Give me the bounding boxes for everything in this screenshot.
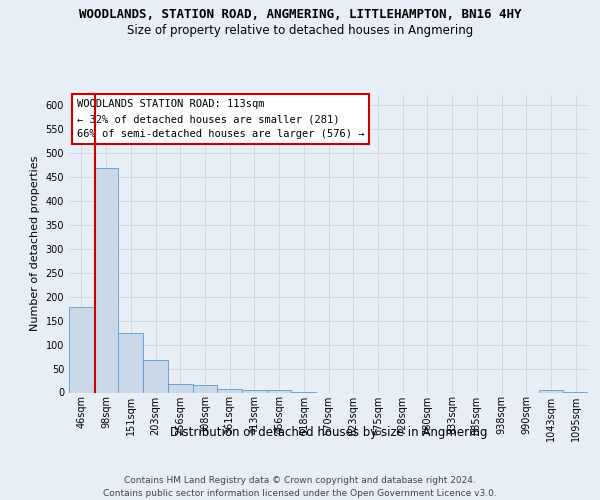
Bar [143,360,168,392]
Text: Distribution of detached houses by size in Angmering: Distribution of detached houses by size … [170,426,488,439]
Text: WOODLANDS, STATION ROAD, ANGMERING, LITTLEHAMPTON, BN16 4HY: WOODLANDS, STATION ROAD, ANGMERING, LITT… [79,8,521,20]
Bar [267,390,292,392]
Bar [69,307,94,392]
Bar [94,168,118,392]
Bar [193,386,217,392]
Bar [242,390,267,392]
Bar [539,390,563,392]
Text: WOODLANDS STATION ROAD: 113sqm
← 32% of detached houses are smaller (281)
66% of: WOODLANDS STATION ROAD: 113sqm ← 32% of … [77,100,364,139]
Bar [118,332,143,392]
Bar [168,384,193,392]
Bar [217,388,242,392]
Text: Size of property relative to detached houses in Angmering: Size of property relative to detached ho… [127,24,473,37]
Y-axis label: Number of detached properties: Number of detached properties [30,156,40,332]
Text: Contains HM Land Registry data © Crown copyright and database right 2024.
Contai: Contains HM Land Registry data © Crown c… [103,476,497,498]
